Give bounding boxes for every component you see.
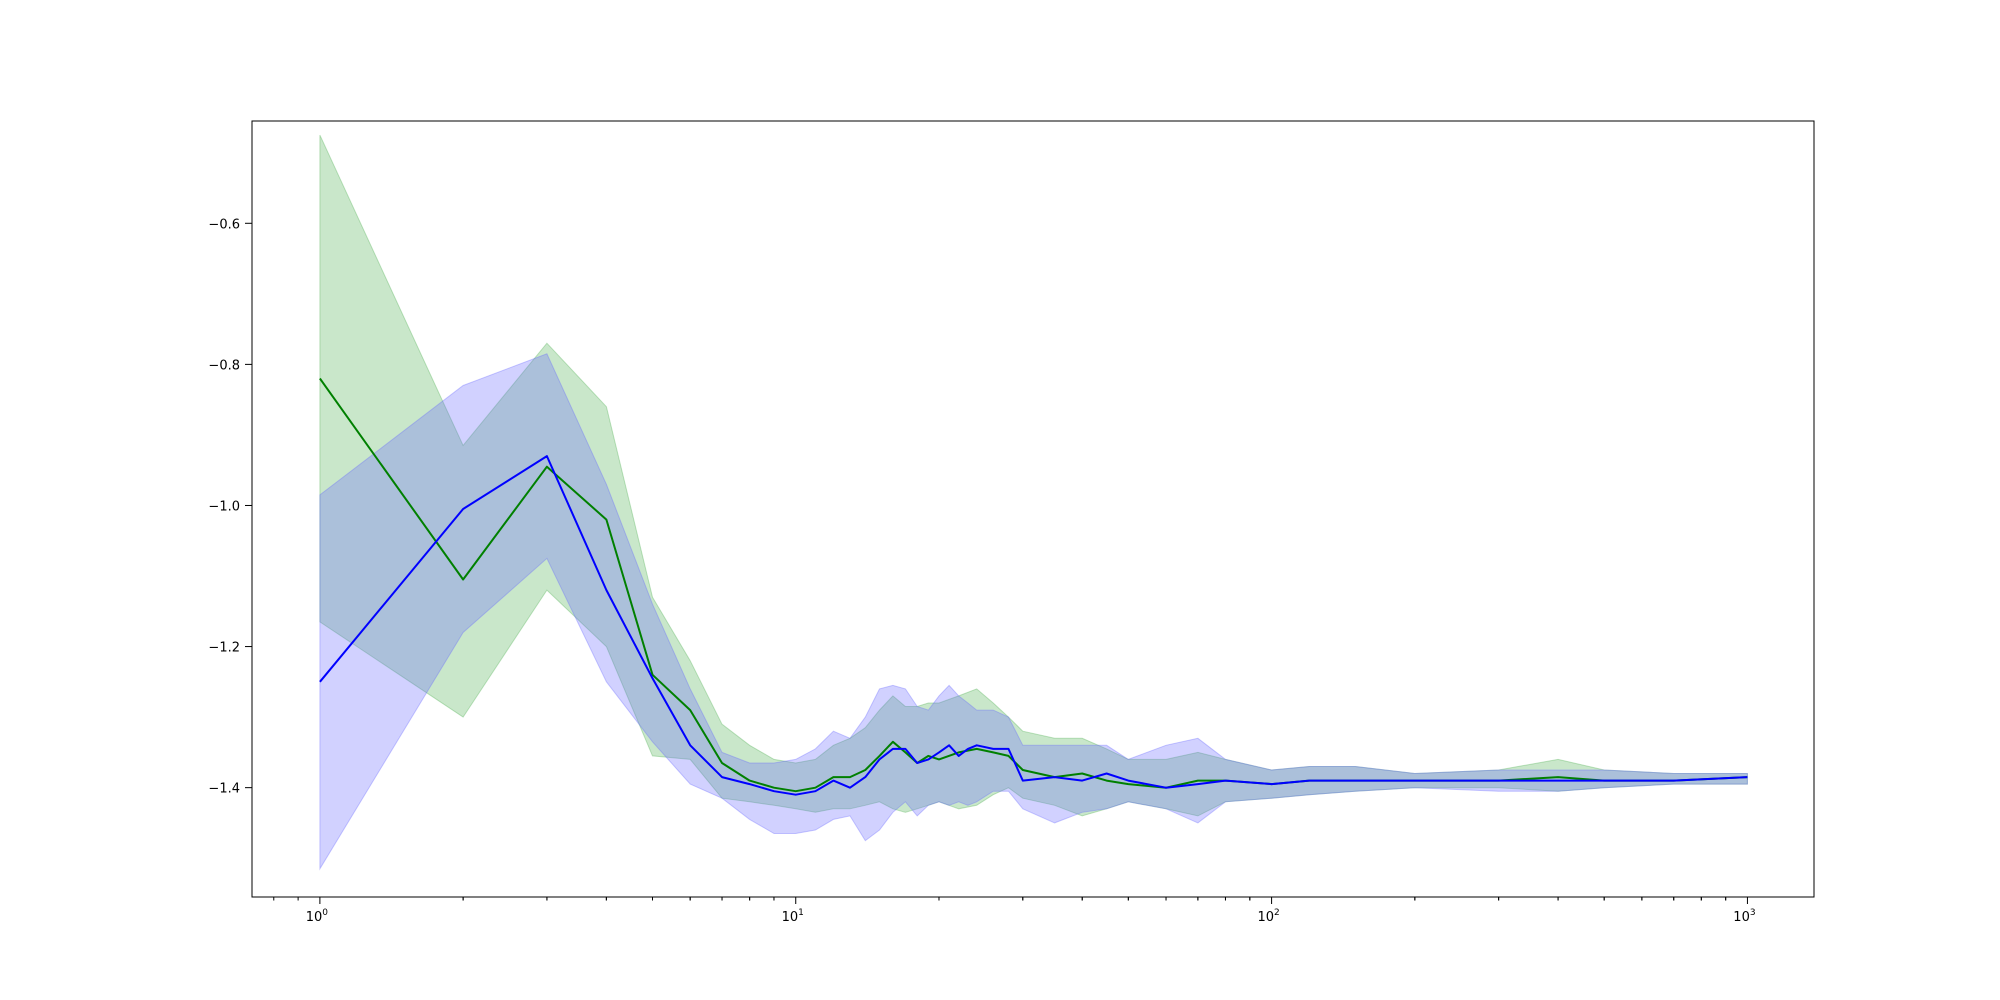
confidence-band-1 — [319, 134, 1748, 817]
x-axis: 100 101 102 103 — [273, 897, 1756, 925]
series-lines — [319, 377, 1748, 796]
y-tick-label: −0.6 — [208, 217, 240, 232]
y-tick-label: −0.8 — [208, 358, 240, 373]
y-tick-label: −1.2 — [208, 641, 240, 656]
series-line-2 — [319, 455, 1748, 796]
y-tick-label: −1.0 — [208, 499, 240, 514]
y-tick-label: −1.4 — [208, 782, 240, 797]
confidence-bands — [319, 134, 1748, 871]
y-axis: −0.6 −0.8 −1.0 −1.2 −1.4 — [208, 217, 252, 797]
plot-frame — [251, 120, 1815, 898]
confidence-band-2 — [319, 353, 1748, 871]
